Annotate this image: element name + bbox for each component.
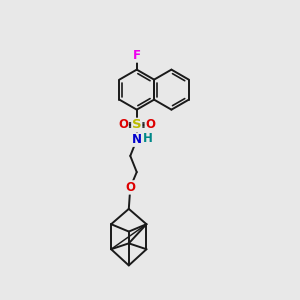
Text: O: O [145, 118, 155, 131]
Text: N: N [132, 133, 142, 146]
Text: F: F [133, 49, 141, 62]
Text: O: O [118, 118, 128, 131]
Text: O: O [125, 181, 135, 194]
Text: S: S [132, 118, 142, 131]
Text: H: H [143, 132, 153, 145]
